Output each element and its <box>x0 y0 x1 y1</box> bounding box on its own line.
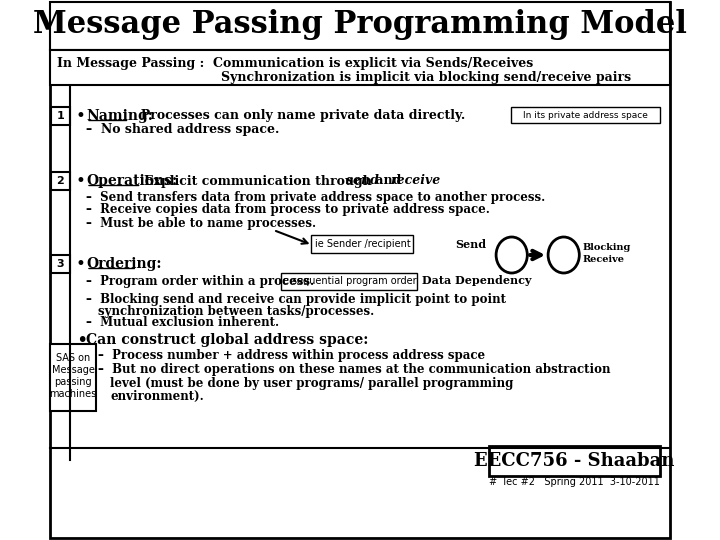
Text: ie sequential program order: ie sequential program order <box>280 276 417 286</box>
FancyBboxPatch shape <box>50 2 670 538</box>
Text: –  Receive copies data from process to private address space.: – Receive copies data from process to pr… <box>86 204 490 217</box>
Text: send: send <box>346 174 379 187</box>
Text: –  Blocking send and receive can provide implicit point to point: – Blocking send and receive can provide … <box>86 293 506 306</box>
Text: Synchronization is implicit via blocking send/receive pairs: Synchronization is implicit via blocking… <box>221 71 631 84</box>
Text: environment).: environment). <box>110 389 204 402</box>
FancyBboxPatch shape <box>489 446 660 476</box>
Text: –  Process number + address within process address space: – Process number + address within proces… <box>98 348 485 361</box>
Text: •: • <box>76 107 86 125</box>
FancyBboxPatch shape <box>510 107 660 123</box>
Text: Can construct global address space:: Can construct global address space: <box>86 333 369 347</box>
Text: –  Program order within a process.: – Program order within a process. <box>86 275 314 288</box>
Text: –  Send transfers data from private address space to another process.: – Send transfers data from private addre… <box>86 191 545 204</box>
FancyBboxPatch shape <box>50 2 670 50</box>
Text: In Message Passing :  Communication is explicit via Sends/Receives: In Message Passing : Communication is ex… <box>57 57 533 71</box>
Text: passing: passing <box>54 377 92 387</box>
Text: Message Passing Programming Model: Message Passing Programming Model <box>33 10 687 40</box>
FancyBboxPatch shape <box>50 255 70 273</box>
FancyBboxPatch shape <box>50 50 670 85</box>
Text: Ordering:: Ordering: <box>86 257 161 271</box>
FancyBboxPatch shape <box>50 172 70 190</box>
Text: EECC756 - Shaaban: EECC756 - Shaaban <box>474 452 675 470</box>
FancyBboxPatch shape <box>50 107 70 125</box>
Text: 3: 3 <box>56 259 64 269</box>
Text: and: and <box>372 174 406 187</box>
Text: Data Dependency: Data Dependency <box>423 275 532 287</box>
Text: –  But no direct operations on these names at the communication abstraction: – But no direct operations on these name… <box>98 363 611 376</box>
Text: –  Mutual exclusion inherent.: – Mutual exclusion inherent. <box>86 316 279 329</box>
Text: 2: 2 <box>56 176 64 186</box>
Text: Naming:: Naming: <box>86 109 153 123</box>
Text: #  lec #2   Spring 2011  3-10-2011: # lec #2 Spring 2011 3-10-2011 <box>489 477 660 487</box>
Text: –  No shared address space.: – No shared address space. <box>86 124 279 137</box>
FancyBboxPatch shape <box>281 273 417 290</box>
Text: machines: machines <box>50 389 96 399</box>
Text: Message: Message <box>52 365 94 375</box>
Text: level (must be done by user programs/ parallel programming: level (must be done by user programs/ pa… <box>110 376 514 389</box>
Text: •: • <box>76 172 86 190</box>
Text: SAS on: SAS on <box>56 353 90 363</box>
Text: Receive: Receive <box>582 255 625 265</box>
Text: Blocking: Blocking <box>582 244 631 253</box>
Text: ie Sender /recipient: ie Sender /recipient <box>315 239 410 249</box>
Text: In its private address space: In its private address space <box>523 111 648 119</box>
Text: –  Must be able to name processes.: – Must be able to name processes. <box>86 217 316 230</box>
Text: synchronization between tasks/processes.: synchronization between tasks/processes. <box>98 305 374 318</box>
Text: Send: Send <box>455 239 487 249</box>
Text: •: • <box>76 255 86 273</box>
Text: 1: 1 <box>56 111 64 121</box>
Text: Processes can only name private data directly.: Processes can only name private data dir… <box>132 110 465 123</box>
Text: •: • <box>76 330 87 349</box>
Text: Explicit communication through: Explicit communication through <box>144 174 377 187</box>
FancyBboxPatch shape <box>312 235 413 253</box>
Text: receive: receive <box>390 174 441 187</box>
Text: Operations:: Operations: <box>86 174 177 188</box>
FancyBboxPatch shape <box>50 344 96 411</box>
